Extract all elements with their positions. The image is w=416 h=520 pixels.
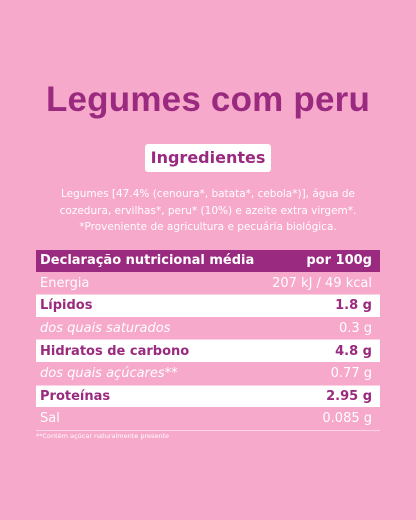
cell: Proteínas — [40, 388, 111, 404]
nutrition-table: Declaração nutricional média por 100g En… — [36, 250, 380, 431]
header-cell: por 100g — [306, 253, 372, 269]
cell: Lípidos — [40, 298, 93, 314]
cell: 0.3 g — [338, 321, 372, 337]
table-row: Hidratos de carbono 4.8 g — [36, 340, 380, 363]
table-row: dos quais açúcares** 0.77 g — [36, 363, 380, 386]
cell: dos quais saturados — [40, 321, 171, 337]
header-cell: Declaração nutricional média — [40, 253, 255, 269]
table-row: Sal 0.085 g — [36, 408, 380, 431]
cell: 0.77 g — [330, 366, 372, 382]
cell: 4.8 g — [335, 343, 372, 359]
footnote: **Contém açúcar naturalmente presente — [36, 432, 170, 440]
section-label: Ingredientes — [145, 144, 271, 172]
cell: 207 kJ / 49 kcal — [272, 275, 372, 291]
cell: Hidratos de carbono — [40, 343, 190, 359]
table-row: Proteínas 2.95 g — [36, 385, 380, 409]
table-row: Lípidos 1.8 g — [36, 295, 380, 318]
table-row: Energia 207 kJ / 49 kcal — [36, 273, 380, 296]
table-header: Declaração nutricional média por 100g — [36, 250, 380, 273]
cell: 2.95 g — [326, 388, 372, 404]
cell: 1.8 g — [335, 298, 372, 314]
cell: Energia — [40, 275, 90, 291]
cell: 0.085 g — [322, 411, 372, 427]
table-row: dos quais saturados 0.3 g — [36, 318, 380, 341]
title: Legumes com peru — [45, 80, 371, 119]
ingredients: Legumes [47.4% (cenoura*, batata*, cebol… — [59, 188, 357, 233]
cell: dos quais açúcares** — [40, 366, 178, 382]
cell: Sal — [40, 411, 60, 427]
